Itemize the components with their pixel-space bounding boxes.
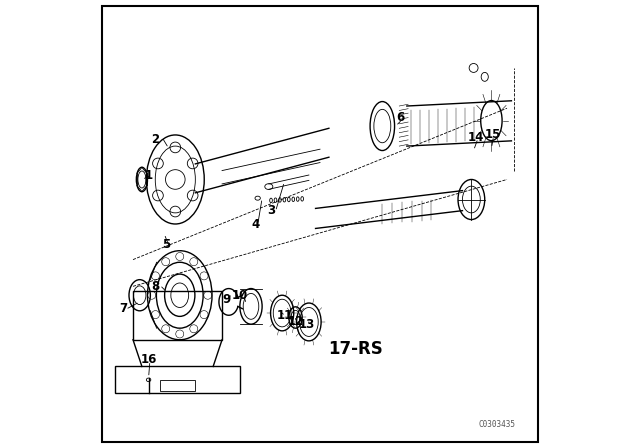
Text: 4: 4 xyxy=(252,217,260,231)
Text: 12: 12 xyxy=(287,315,303,328)
Bar xyxy=(115,366,240,393)
Text: 17-RS: 17-RS xyxy=(328,340,383,358)
Text: 6: 6 xyxy=(396,111,404,124)
Text: 5: 5 xyxy=(163,237,170,250)
Text: 14: 14 xyxy=(468,131,484,144)
Text: 16: 16 xyxy=(140,353,157,366)
Bar xyxy=(160,380,195,391)
Text: 11: 11 xyxy=(276,309,292,322)
Text: 3: 3 xyxy=(267,204,275,217)
Text: 1: 1 xyxy=(145,168,153,181)
Text: 10: 10 xyxy=(232,289,248,302)
Text: 2: 2 xyxy=(151,133,159,146)
Text: C0303435: C0303435 xyxy=(479,420,516,429)
Text: 9: 9 xyxy=(222,293,230,306)
Text: 15: 15 xyxy=(484,129,501,142)
Bar xyxy=(133,291,222,340)
Text: 7: 7 xyxy=(119,302,127,315)
Text: 13: 13 xyxy=(298,318,315,331)
Text: 8: 8 xyxy=(151,280,159,293)
